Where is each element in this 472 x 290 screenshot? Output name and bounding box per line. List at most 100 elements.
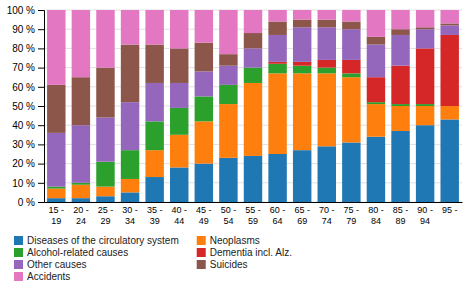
tick-mark — [38, 87, 44, 88]
tick-label-line: 39 — [150, 216, 160, 226]
bar — [318, 146, 336, 202]
tick: 10 % — [12, 178, 44, 189]
bar — [367, 77, 385, 102]
tick-label-line: 85 - — [393, 205, 409, 215]
bar — [268, 35, 286, 62]
bar — [72, 125, 90, 183]
tick-label: 65 -69 — [294, 205, 310, 225]
tick-label-line: 54 — [223, 216, 233, 226]
bar — [318, 10, 336, 20]
tick-label-line: 80 - — [368, 205, 384, 215]
legend-item: Dementia incl. Alz. — [197, 247, 292, 258]
tick-label-line: 44 — [174, 216, 184, 226]
series — [47, 64, 434, 189]
tick-mark — [38, 183, 44, 184]
bar — [268, 73, 286, 154]
legend-label: Neoplasms — [210, 235, 260, 246]
tick-mark — [38, 48, 44, 49]
bar — [195, 121, 213, 163]
legend-swatch — [14, 260, 23, 269]
tick-label-line: 70 - — [319, 205, 335, 215]
x-axis: 15 -1920 -2425 -2930 -3435 -3940 -4445 -… — [45, 202, 463, 226]
legend-label: Alcohol-related causes — [27, 247, 128, 258]
bar — [121, 45, 139, 103]
bar — [47, 133, 65, 187]
bar — [219, 104, 237, 158]
bar — [47, 187, 65, 189]
bar — [145, 177, 163, 202]
bar — [440, 35, 458, 106]
bar — [318, 20, 336, 28]
tick-label: 30 -34 — [122, 205, 138, 225]
bar — [72, 198, 90, 202]
legend-swatch — [14, 272, 23, 281]
bar — [244, 83, 262, 156]
legend-label: Accidents — [27, 271, 70, 282]
bar — [268, 10, 286, 22]
bar — [47, 10, 65, 85]
legend-item: Neoplasms — [197, 235, 260, 246]
legend-item: Alcohol-related causes — [14, 247, 128, 258]
tick-label-line: 69 — [297, 216, 307, 226]
tick-mark — [38, 106, 44, 107]
legend-label: Dementia incl. Alz. — [210, 247, 292, 258]
tick-label: 25 -29 — [98, 205, 114, 225]
plot: 0 %10 %20 %30 %40 %50 %60 %70 %80 %90 %1… — [7, 5, 463, 226]
bar — [170, 10, 188, 48]
tick-label-line: 40 - — [171, 205, 187, 215]
bar — [318, 60, 336, 68]
tick-label-line: 89 — [396, 216, 406, 226]
tick-label: 80 % — [12, 43, 35, 54]
bar — [416, 125, 434, 202]
bar — [440, 23, 458, 25]
tick-label: 75 -79 — [344, 205, 360, 225]
bar — [170, 108, 188, 135]
grid — [44, 10, 462, 202]
bar — [195, 10, 213, 43]
bar — [244, 33, 262, 48]
bar — [219, 158, 237, 202]
legend-item: Suicides — [197, 259, 248, 270]
tick-label: 55 -59 — [245, 205, 261, 225]
bar — [367, 102, 385, 104]
bar — [170, 135, 188, 168]
bar — [391, 131, 409, 202]
tick: 80 -84 — [368, 202, 384, 226]
legend-swatch — [197, 260, 206, 269]
tick-label: 10 % — [12, 178, 35, 189]
bar — [121, 150, 139, 179]
bar — [219, 54, 237, 66]
bar — [391, 10, 409, 29]
tick-label-line: 95 - — [442, 205, 458, 215]
axis-line — [38, 11, 45, 203]
bar — [440, 106, 458, 119]
bar — [72, 183, 90, 185]
bar — [416, 104, 434, 106]
bar — [244, 48, 262, 67]
tick-mark — [38, 202, 44, 203]
bar — [318, 68, 336, 74]
tick: 30 -34 — [122, 202, 138, 226]
tick-label-line: 50 - — [221, 205, 237, 215]
tick-label-line: 55 - — [245, 205, 261, 215]
tick-label: 15 -19 — [49, 205, 65, 225]
tick-label-line: 74 — [322, 216, 332, 226]
bar — [416, 106, 434, 125]
series — [47, 10, 459, 85]
bar — [72, 77, 90, 125]
bar — [268, 22, 286, 35]
bar — [391, 104, 409, 106]
tick-label: 95 - — [442, 205, 458, 215]
tick: 80 % — [12, 43, 44, 54]
tick-label-line: 29 — [100, 216, 110, 226]
tick-label: 90 % — [12, 24, 35, 35]
legend-swatch — [14, 236, 23, 245]
tick: 20 -24 — [73, 202, 89, 226]
tick: 100 % — [7, 5, 44, 16]
bar — [391, 106, 409, 131]
tick-label: 20 % — [12, 158, 35, 169]
tick: 65 -69 — [294, 202, 310, 226]
bar — [145, 121, 163, 150]
tick: 60 % — [12, 82, 44, 93]
tick-label-line: 90 - — [417, 205, 433, 215]
